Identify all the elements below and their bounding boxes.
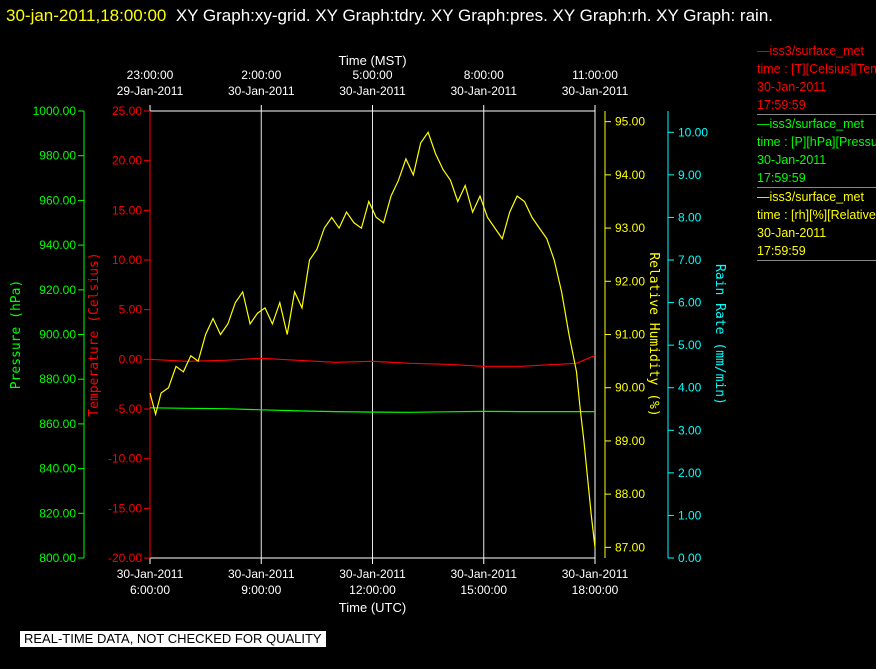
rain-tick-label: 3.00 xyxy=(678,423,702,437)
x-top-tick-date: 30-Jan-2011 xyxy=(562,84,629,98)
title-text: XY Graph:xy-grid. XY Graph:tdry. XY Grap… xyxy=(175,6,774,25)
pressure-tick-label: 960.00 xyxy=(39,193,76,207)
temperature-tick-label: 20.00 xyxy=(112,154,142,168)
legend: —iss3/surface_met time : [T][Celsius][Te… xyxy=(757,42,876,261)
x-top-tick-date: 30-Jan-2011 xyxy=(339,84,406,98)
pressure-tick-label: 840.00 xyxy=(39,462,76,476)
rain-tick-label: 8.00 xyxy=(678,210,702,224)
x-bottom-tick-date: 30-Jan-2011 xyxy=(117,567,184,581)
rh-axis-label: Relative Humidity (%) xyxy=(646,252,661,416)
temperature-tick-label: 5.00 xyxy=(119,303,143,317)
rain-tick-label: 7.00 xyxy=(678,253,702,267)
pressure-tick-label: 820.00 xyxy=(39,506,76,520)
legend-source: —iss3/surface_met xyxy=(757,117,864,131)
legend-variable: time : [rh][%][Relative Humidity] xyxy=(757,208,876,222)
temperature-tick-label: 0.00 xyxy=(119,352,143,366)
pressure-tick-label: 800.00 xyxy=(39,551,76,565)
x-bottom-tick-time: 18:00:00 xyxy=(572,583,619,597)
rain-tick-label: 6.00 xyxy=(678,296,702,310)
x-top-tick-time: 8:00:00 xyxy=(464,68,504,82)
temperature-tick-label: -15.00 xyxy=(108,501,142,515)
temperature-tick-label: 25.00 xyxy=(112,104,142,118)
legend-date: 30-Jan-2011 xyxy=(757,80,827,94)
legend-entry-temperature: —iss3/surface_met time : [T][Celsius][Te… xyxy=(757,42,876,115)
temperature-tick-label: -10.00 xyxy=(108,452,142,466)
series-line-pressure xyxy=(149,407,595,413)
temperature-tick-label: -5.00 xyxy=(115,402,143,416)
x-bottom-tick-time: 15:00:00 xyxy=(460,583,507,597)
pressure-tick-label: 900.00 xyxy=(39,328,76,342)
series-line-temperature xyxy=(149,354,596,367)
temperature-tick-label: 10.00 xyxy=(112,253,142,267)
x-top-tick-time: 2:00:00 xyxy=(241,68,281,82)
x-bottom-tick-date: 30-Jan-2011 xyxy=(339,567,406,581)
pressure-axis-label: Pressure (hPa) xyxy=(9,280,24,390)
rh-tick-label: 91.00 xyxy=(615,328,645,342)
legend-time: 17:59:59 xyxy=(757,171,806,185)
legend-variable: time : [T][Celsius][Temperature] xyxy=(757,62,876,76)
legend-variable: time : [P][hPa][Pressure] xyxy=(757,135,876,149)
pressure-tick-label: 980.00 xyxy=(39,149,76,163)
x-bottom-tick-date: 30-Jan-2011 xyxy=(562,567,629,581)
rh-tick-label: 95.00 xyxy=(615,115,645,129)
legend-date: 30-Jan-2011 xyxy=(757,226,827,240)
x-bottom-tick-time: 6:00:00 xyxy=(130,583,170,597)
title-date: 30-jan-2011,18:00:00 xyxy=(6,6,167,25)
x-bottom-tick-date: 30-Jan-2011 xyxy=(451,567,518,581)
pressure-tick-label: 860.00 xyxy=(39,417,76,431)
x-bottom-tick-time: 12:00:00 xyxy=(349,583,396,597)
rh-tick-label: 87.00 xyxy=(615,540,645,554)
pressure-tick-label: 940.00 xyxy=(39,238,76,252)
rain-tick-label: 0.00 xyxy=(678,551,702,565)
rain-tick-label: 9.00 xyxy=(678,168,702,182)
x-top-axis-label: Time (MST) xyxy=(338,53,406,68)
quality-disclaimer: REAL-TIME DATA, NOT CHECKED FOR QUALITY xyxy=(20,631,326,647)
rain-tick-label: 4.00 xyxy=(678,381,702,395)
graph-title: 30-jan-2011,18:00:00 XY Graph:xy-grid. X… xyxy=(6,2,856,30)
rain-axis-label: Rain Rate (mm/min) xyxy=(712,264,727,405)
x-top-tick-date: 29-Jan-2011 xyxy=(117,84,184,98)
pressure-tick-label: 880.00 xyxy=(39,372,76,386)
x-top-tick-date: 30-Jan-2011 xyxy=(451,84,518,98)
rh-tick-label: 90.00 xyxy=(615,381,645,395)
rain-tick-label: 10.00 xyxy=(678,125,708,139)
legend-date: 30-Jan-2011 xyxy=(757,153,827,167)
rh-tick-label: 92.00 xyxy=(615,274,645,288)
x-top-tick-time: 5:00:00 xyxy=(352,68,392,82)
temperature-tick-label: -20.00 xyxy=(108,551,142,565)
x-top-tick-time: 23:00:00 xyxy=(127,68,174,82)
x-top-tick-date: 30-Jan-2011 xyxy=(228,84,295,98)
legend-time: 17:59:59 xyxy=(757,244,806,258)
x-bottom-tick-time: 9:00:00 xyxy=(241,583,281,597)
rh-tick-label: 93.00 xyxy=(615,221,645,235)
legend-entry-humidity: —iss3/surface_met time : [rh][%][Relativ… xyxy=(757,188,876,261)
legend-source: —iss3/surface_met xyxy=(757,190,864,204)
x-bottom-tick-date: 30-Jan-2011 xyxy=(228,567,295,581)
rh-tick-label: 94.00 xyxy=(615,168,645,182)
pressure-tick-label: 1000.00 xyxy=(33,104,77,118)
legend-entry-pressure: —iss3/surface_met time : [P][hPa][Pressu… xyxy=(757,115,876,188)
pressure-tick-label: 920.00 xyxy=(39,283,76,297)
rain-tick-label: 1.00 xyxy=(678,508,702,522)
temperature-tick-label: 15.00 xyxy=(112,203,142,217)
rh-tick-label: 88.00 xyxy=(615,487,645,501)
rh-tick-label: 89.00 xyxy=(615,434,645,448)
series-line-relative-humidity xyxy=(149,130,596,548)
x-bottom-axis-label: Time (UTC) xyxy=(339,600,406,615)
x-top-tick-time: 11:00:00 xyxy=(572,68,618,82)
temperature-axis-label: Temperature (Celsius) xyxy=(87,252,102,416)
rain-tick-label: 5.00 xyxy=(678,338,702,352)
legend-source: —iss3/surface_met xyxy=(757,44,864,58)
rain-tick-label: 2.00 xyxy=(678,466,702,480)
legend-time: 17:59:59 xyxy=(757,98,806,112)
